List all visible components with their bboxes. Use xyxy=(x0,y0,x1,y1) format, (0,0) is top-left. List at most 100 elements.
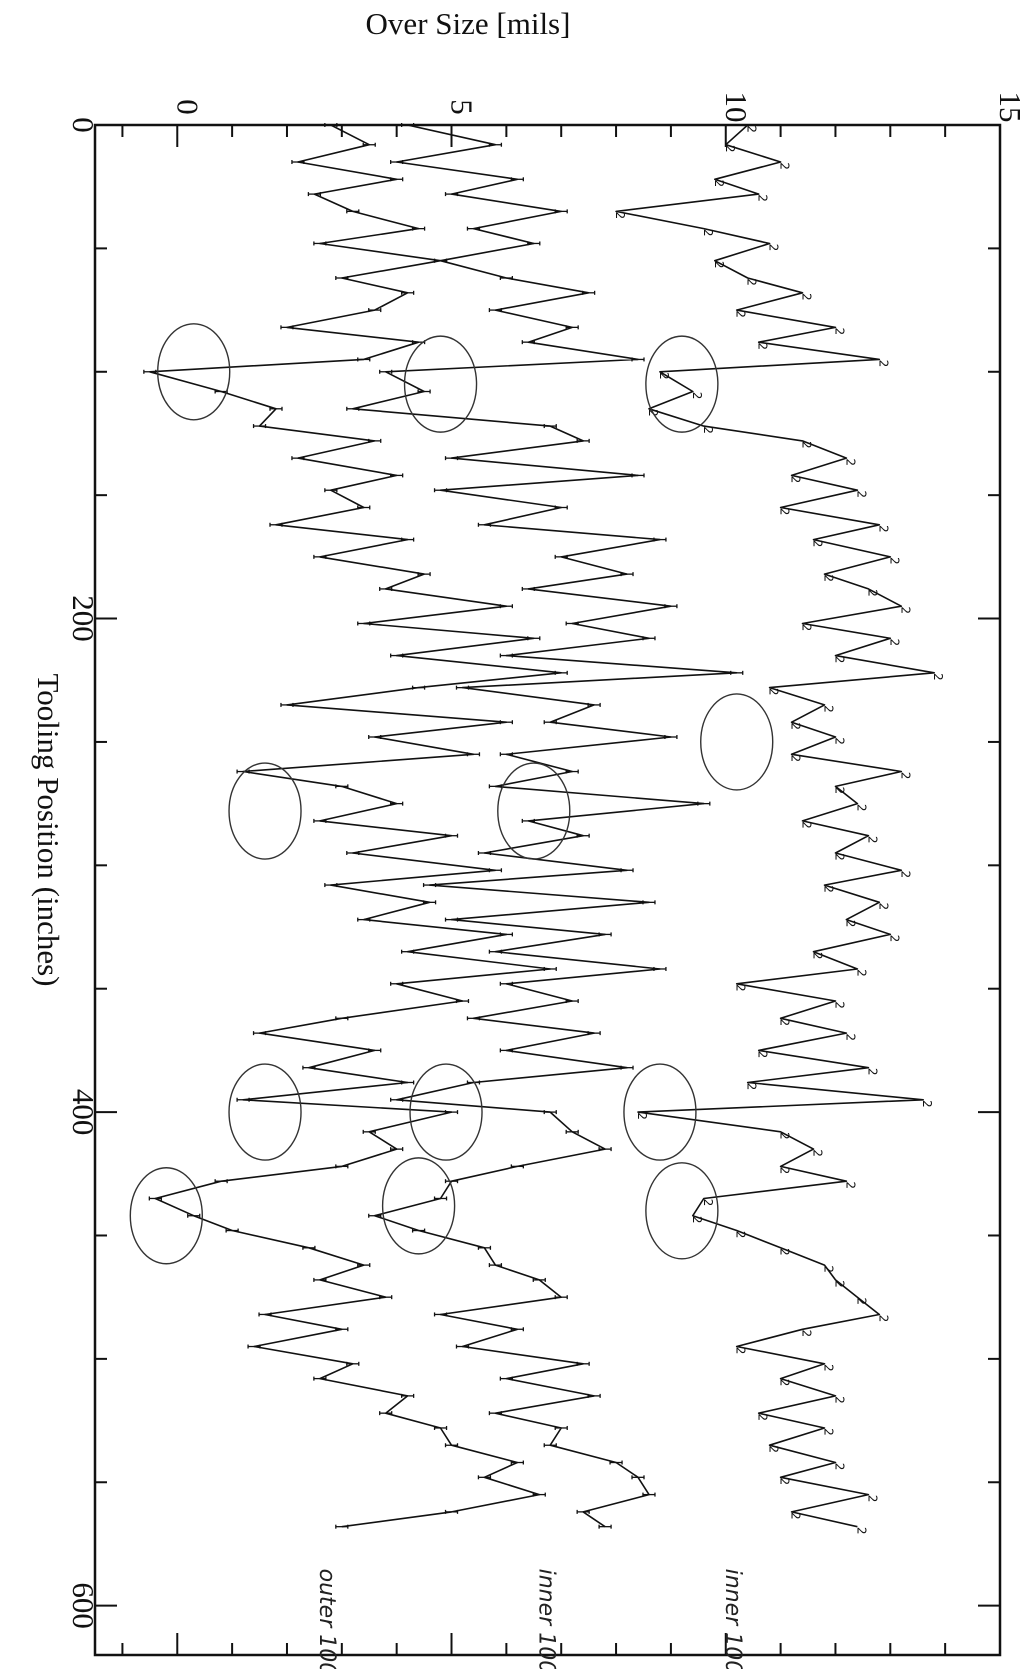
data-point: 2 xyxy=(832,656,846,664)
data-point: 2 xyxy=(811,540,825,548)
data-point: 2 xyxy=(800,293,814,301)
data-point: 2 xyxy=(789,1512,803,1520)
data-point: 2 xyxy=(832,853,846,861)
x-tick-label: 200 xyxy=(66,595,101,642)
data-point: 2 xyxy=(800,624,814,632)
data-point: 2 xyxy=(701,1199,715,1207)
data-point: 2 xyxy=(887,935,901,943)
data-point: 2 xyxy=(789,722,803,730)
data-point: 2 xyxy=(734,1231,748,1239)
y-axis-title: Over Size [mils] xyxy=(366,6,571,41)
data-point: 2 xyxy=(854,1297,868,1305)
data-point: 2 xyxy=(756,1413,770,1421)
series-annotation-label: outer 1002 xyxy=(314,1569,339,1669)
data-point: 2 xyxy=(701,426,715,434)
data-point: 2 xyxy=(800,821,814,829)
data-point: 2 xyxy=(800,441,814,449)
data-point: 2 xyxy=(767,688,781,696)
data-point: 2 xyxy=(832,737,846,745)
circled-region xyxy=(645,335,719,433)
data-point: 2 xyxy=(778,162,792,170)
data-point: 2 xyxy=(690,392,704,400)
data-point: 2 xyxy=(821,1364,835,1372)
series-annotation-label: inner 1001 xyxy=(533,1569,558,1669)
circled-region xyxy=(645,1162,719,1260)
data-point: 2 xyxy=(843,1181,857,1189)
x-tick-label: 600 xyxy=(66,1582,101,1629)
data-point: 2 xyxy=(854,1527,868,1535)
data-point: 2 xyxy=(832,1280,846,1288)
data-point: 2 xyxy=(843,458,857,466)
data-point: 2 xyxy=(778,508,792,516)
data-point: 2 xyxy=(898,870,912,878)
data-point: 2 xyxy=(843,920,857,928)
data-point: 2 xyxy=(767,1445,781,1453)
circled-region xyxy=(157,323,231,421)
axis-ticks: 0 200 400 600 0 5 10 15 xyxy=(66,92,1028,1655)
data-point: 2 xyxy=(745,278,759,286)
data-point: 2 xyxy=(778,1248,792,1256)
data-point: 2 xyxy=(745,1083,759,1091)
data-point: 2 xyxy=(832,1396,846,1404)
y-tick-label: 10 xyxy=(719,92,754,123)
y-tick-label: 0 xyxy=(170,99,205,115)
data-point: 2 xyxy=(865,1068,879,1076)
data-point: 2 xyxy=(800,1329,814,1337)
data-point: 2 xyxy=(635,1112,649,1120)
circled-region xyxy=(409,1063,483,1161)
data-point: 2 xyxy=(756,194,770,202)
data-point: 2 xyxy=(778,1132,792,1140)
circled-region xyxy=(623,1063,697,1161)
circled-region xyxy=(228,1063,302,1161)
data-point: 2 xyxy=(887,638,901,646)
data-point: 2 xyxy=(821,885,835,893)
series-line xyxy=(615,124,936,1528)
data-point: 2 xyxy=(745,125,759,133)
data-point: 2 xyxy=(756,1051,770,1059)
data-point: 2 xyxy=(778,1167,792,1175)
data-point: 2 xyxy=(778,1478,792,1486)
data-point: 2 xyxy=(712,179,726,187)
plot-frame xyxy=(93,123,1002,1657)
data-point: 2 xyxy=(789,754,803,762)
data-point: 2 xyxy=(789,476,803,484)
data-point: 2 xyxy=(854,804,868,812)
circled-region xyxy=(228,762,302,860)
series-line xyxy=(351,124,738,1528)
series: 2 2 2 2 2 2 2 2 2 2 2 2 2 2 2 2 2 2 2 2 2 2 2 2 2 2 2 2 2 2 2 2 2 2 2 2 2 2 2 2… xyxy=(143,123,945,1535)
data-point: 2 xyxy=(778,1379,792,1387)
data-point: 2 xyxy=(756,342,770,350)
data-point: 2 xyxy=(734,984,748,992)
data-point: 2 xyxy=(865,589,879,597)
data-point: 2 xyxy=(811,1149,825,1157)
circled-region xyxy=(381,1157,456,1255)
data-point: 2 xyxy=(898,772,912,780)
data-point: 2 xyxy=(876,360,890,368)
data-point: 2 xyxy=(887,557,901,565)
x-axis-title: Tooling Position (inches) xyxy=(31,674,66,987)
data-point: 2 xyxy=(920,1100,934,1108)
data-point: 2 xyxy=(821,1265,835,1273)
data-point: 2 xyxy=(811,952,825,960)
x-tick-label: 0 xyxy=(66,117,101,133)
data-point: 2 xyxy=(898,606,912,614)
data-point: 2 xyxy=(832,787,846,795)
data-point: 2 xyxy=(657,372,671,380)
annotations: outer 1002 inner 1001 inner 1002 xyxy=(129,323,774,1669)
data-point: 2 xyxy=(821,1428,835,1436)
data-point: 2 xyxy=(854,490,868,498)
y-tick-label: 15 xyxy=(993,92,1028,123)
series-annotation-label: inner 1002 xyxy=(720,1569,745,1669)
data-point: 2 xyxy=(690,1216,704,1224)
data-point: 2 xyxy=(734,310,748,318)
data-point: 2 xyxy=(876,1315,890,1323)
data-point: 2 xyxy=(821,574,835,582)
data-point: 2 xyxy=(876,903,890,911)
data-point: 2 xyxy=(734,1347,748,1355)
circled-region xyxy=(129,1167,204,1265)
series-outer-1002 xyxy=(143,123,568,1529)
data-point: 2 xyxy=(712,261,726,269)
circled-region xyxy=(403,335,478,433)
data-point: 2 xyxy=(876,525,890,533)
